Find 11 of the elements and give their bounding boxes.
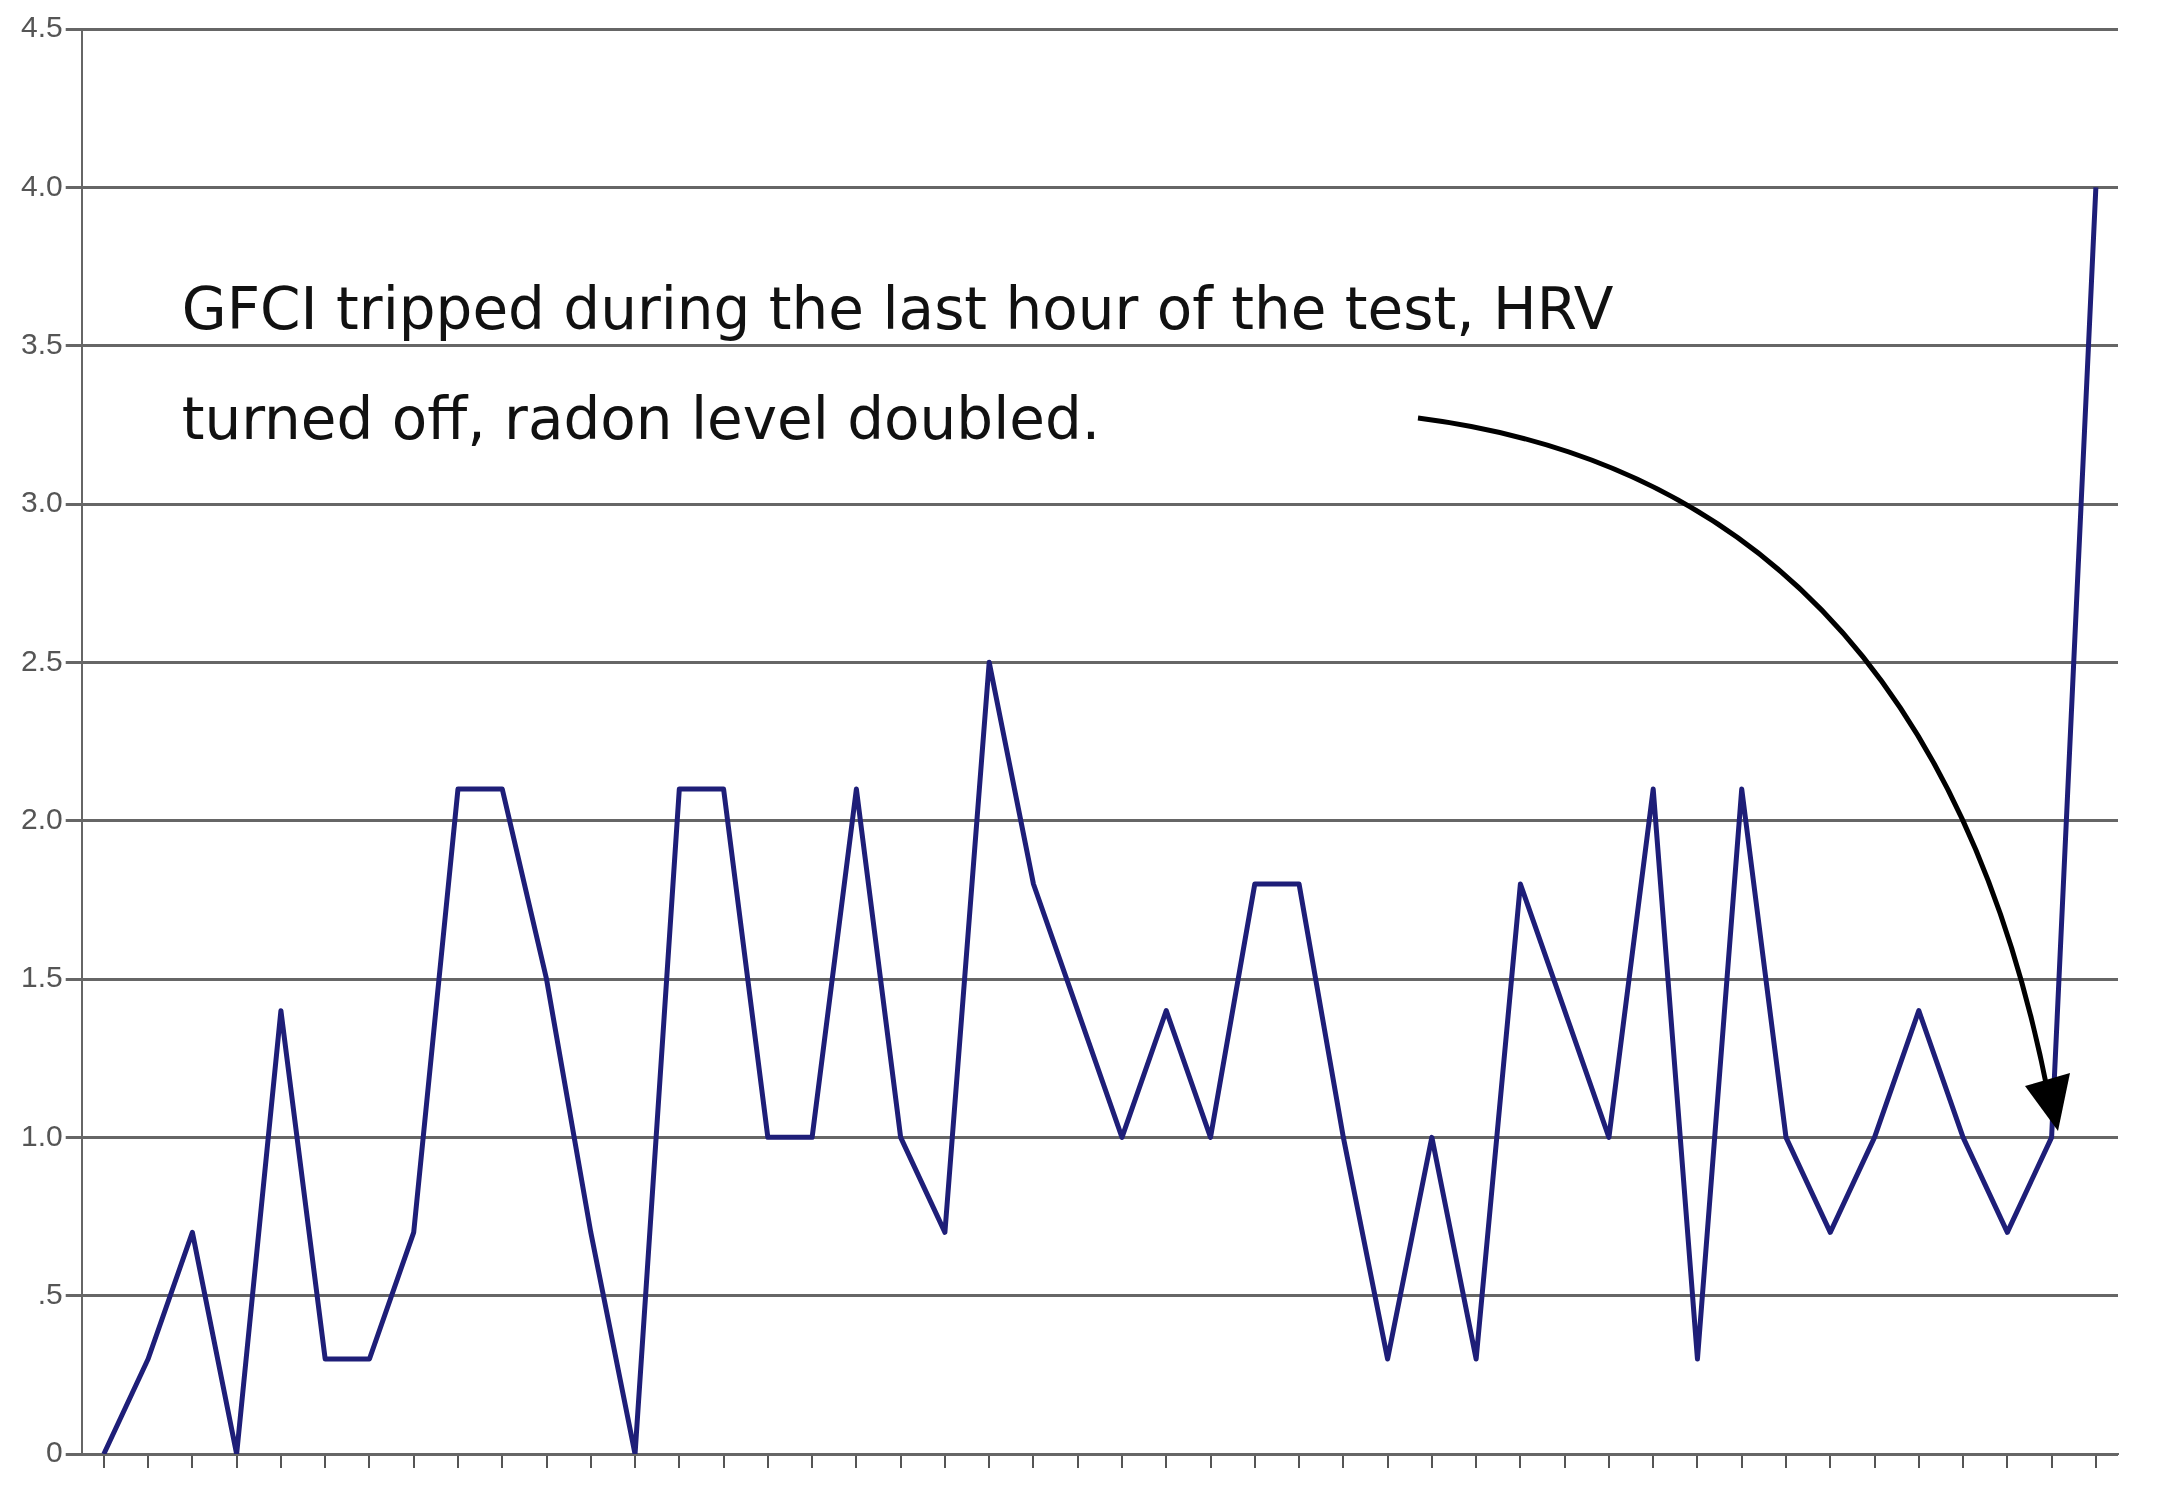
y-tick-label: 3.0 <box>20 485 63 519</box>
y-tick-label: 2.0 <box>20 801 63 835</box>
y-tick-label: 0 <box>46 1435 63 1469</box>
y-tick-label: 2.5 <box>20 643 63 677</box>
annotation: GFCI tripped during the last hour of the test, HRV turned off, radon level doubled. <box>181 275 1614 453</box>
y-tick-label: .5 <box>37 1276 63 1310</box>
y-tick-label: 1.5 <box>20 960 63 994</box>
y-tick-label: 4.0 <box>20 168 63 202</box>
y-tick-label: 1.0 <box>20 1118 63 1152</box>
y-tick-label: 3.5 <box>20 326 63 360</box>
y-tick-label: 4.5 <box>20 10 63 44</box>
